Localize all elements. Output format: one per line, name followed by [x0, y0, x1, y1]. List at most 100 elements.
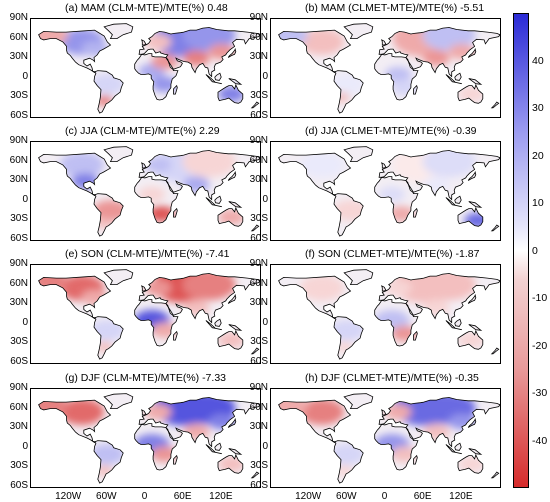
coastline-indonesia	[205, 74, 222, 85]
anomaly-region	[423, 50, 450, 66]
coastline-madagascar	[413, 330, 418, 341]
lon-tick-label: 60W	[336, 491, 357, 502]
lat-tick-label: 60S	[250, 480, 268, 491]
coastline-newguinea	[468, 78, 483, 85]
lat-tick-label: 60S	[10, 233, 28, 244]
coastline-southAmerica	[333, 316, 364, 360]
lat-tick-label: 30N	[249, 51, 268, 63]
lat-tick-label: 30N	[9, 174, 28, 186]
coastline-madagascar	[173, 84, 178, 95]
lat-tick-label: 30N	[9, 51, 28, 63]
panel-title: (g) DJF (CLM-MTE)/MTE(%) -7.33	[65, 372, 226, 384]
anomaly-region	[422, 146, 476, 178]
coastline-eurasia	[138, 27, 260, 78]
lon-tick-label: 120E	[209, 491, 233, 502]
map-frame	[270, 18, 501, 118]
anomaly-region	[391, 79, 418, 96]
anomaly-region	[151, 322, 178, 339]
coastline-indonesia	[205, 320, 222, 331]
coastline-newguinea	[468, 448, 483, 455]
coastline-australia	[217, 329, 244, 350]
coastline-japan	[467, 293, 477, 304]
lat-tick-label: 90N	[249, 258, 268, 269]
coastline-southAmerica	[93, 440, 124, 484]
lat-tick-label: 60N	[249, 401, 268, 413]
anomaly-region	[144, 157, 172, 173]
coastline-japan	[227, 417, 237, 428]
lat-tick-label: 30S	[10, 460, 28, 472]
anomaly-region	[278, 394, 308, 416]
panel-title: (h) DJF (CLMET-MTE)/MTE(%) -0.35	[305, 372, 479, 384]
coastline-africa	[134, 53, 179, 101]
coastline-northAmerica	[278, 29, 352, 74]
colorbar-tick-label: 30	[532, 102, 544, 114]
coastline-greenland	[343, 393, 374, 409]
coastline-uk	[381, 285, 387, 292]
anomaly-region	[423, 299, 450, 316]
coastline-southAmerica	[93, 316, 124, 360]
anomaly-region	[151, 446, 178, 463]
lon-tick-label: 0	[381, 491, 388, 502]
anomaly-field	[278, 393, 500, 484]
anomaly-region	[384, 66, 412, 83]
lat-tick-label: 60S	[250, 110, 268, 121]
coastline-borneo	[214, 318, 222, 327]
coastline-newguinea	[228, 201, 243, 208]
panel-title: (a) MAM (CLM-MTE)/MTE(%) 0.48	[65, 2, 228, 14]
lat-tick-label: 30S	[250, 90, 268, 102]
lon-tick-label: 120E	[449, 491, 473, 502]
coastline-northAmerica	[38, 275, 112, 320]
anomaly-region	[38, 270, 68, 292]
coastline-indonesia	[445, 444, 462, 455]
lat-tick-label: 90N	[9, 135, 28, 146]
coastline-africa	[374, 176, 419, 224]
coastline-madagascar	[413, 454, 418, 465]
lat-tick-label: 60N	[9, 277, 28, 289]
lon-tick-label: 0	[141, 491, 148, 502]
coastline-indonesia	[205, 444, 222, 455]
lat-tick-label: 60S	[10, 480, 28, 491]
colorbar-tick-label: 0	[532, 244, 538, 257]
anomaly-region	[299, 274, 345, 301]
coastline-japan	[467, 170, 477, 181]
lon-tick-label: 60E	[413, 491, 432, 502]
coastline-eurasia	[138, 397, 260, 448]
coastline-madagascar	[173, 207, 178, 218]
coastline-southAmerica	[333, 193, 364, 237]
coastline-nz	[490, 224, 500, 232]
coastline-greenland	[103, 23, 134, 39]
coastline-australia	[457, 453, 484, 474]
colorbar-tick-label: 40	[532, 54, 544, 67]
coastline-madagascar	[413, 207, 418, 218]
coastline-eurasia	[138, 273, 260, 324]
colorbar-tick-label: 10	[532, 197, 544, 209]
anomaly-region	[384, 404, 412, 420]
anomaly-region	[92, 200, 129, 222]
coastline-greenland	[343, 146, 374, 162]
world-map	[278, 146, 500, 237]
lat-tick-label: 30N	[249, 297, 268, 309]
coastline-nz	[490, 347, 500, 355]
anomaly-region	[144, 280, 172, 296]
anomaly-region	[183, 50, 210, 66]
coastline-borneo	[214, 442, 222, 451]
lat-tick-label: 60S	[10, 356, 28, 367]
lat-tick-label: 60N	[9, 401, 28, 413]
coastline-africa	[134, 423, 179, 471]
lon-tick-label: 120W	[55, 491, 82, 502]
coastline-newguinea	[468, 324, 483, 331]
coastline-borneo	[454, 72, 462, 81]
coastline-africa	[374, 53, 419, 101]
lat-tick-label: 30S	[10, 213, 28, 225]
coastline-africa	[134, 299, 179, 347]
lat-tick-label: 60N	[249, 277, 268, 289]
coastline-nz	[490, 101, 500, 109]
world-map	[278, 393, 500, 484]
world-map	[38, 23, 260, 114]
lon-tick-label: 120W	[295, 491, 322, 502]
coastline-greenland	[103, 393, 134, 409]
lat-tick-label: 30N	[249, 421, 268, 433]
coastline-indonesia	[205, 197, 222, 208]
coastline-australia	[217, 83, 244, 104]
coastline-australia	[457, 83, 484, 104]
